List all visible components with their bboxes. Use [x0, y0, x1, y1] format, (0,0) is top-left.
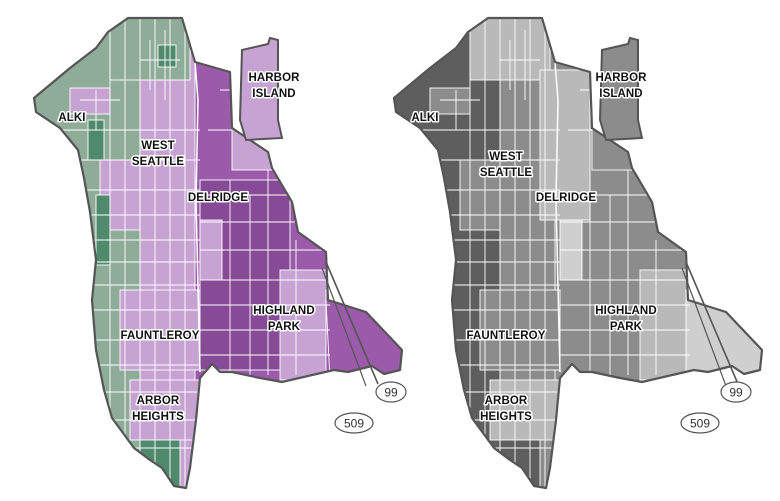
gray-south-dark: [499, 439, 541, 488]
gray-label-alki: ALKI: [411, 112, 438, 124]
delridge-west-divider: [194, 61, 201, 373]
gray-route-509-line: [681, 267, 727, 387]
gray-alki-block: [429, 87, 471, 115]
gray-west-seattle-outline: [392, 16, 764, 490]
label-alki: ALKI: [58, 112, 85, 124]
label-highland-park: HIGHLAND PARK: [253, 305, 315, 333]
label-west-seattle: WEST SEATTLE: [132, 140, 184, 168]
green-south-tip: [139, 439, 181, 488]
gray-label-highland-park: HIGHLAND PARK: [595, 305, 657, 333]
grayscale-choropleth-map: HARBOR ISLAND ALKI WEST SEATTLE DELRIDGE H…: [392, 16, 764, 490]
svg-text:509: 509: [690, 417, 710, 431]
fauntleroy-lilac-block: [119, 289, 201, 371]
gray-delridge-west-divider: [554, 61, 561, 373]
arbor-lilac-block: [129, 379, 201, 441]
gray-arbor-block: [489, 379, 561, 441]
label-fauntleroy: FAUNTLEROY: [121, 330, 200, 342]
alki-lilac-block: [69, 87, 111, 115]
gray-label-harbor-island: HARBOR ISLAND: [595, 72, 647, 100]
gray-route-509-shield: 509: [680, 412, 720, 434]
gray-label-delridge: DELRIDGE: [536, 192, 596, 204]
block-boundaries: [34, 18, 331, 488]
gray-west-light: [459, 159, 501, 231]
west-seattle-outline: [32, 16, 404, 490]
route-99-shield: 99: [375, 381, 407, 403]
gray-label-west-seattle: WEST SEATTLE: [480, 151, 532, 179]
svg-text:509: 509: [344, 417, 364, 431]
green-north-tip: [157, 44, 177, 68]
label-harbor-island: HARBOR ISLAND: [248, 72, 300, 100]
svg-text:99: 99: [384, 386, 398, 400]
gray-harbor-island-shape: [598, 36, 644, 142]
green-coast-2: [95, 194, 111, 266]
gray-west-zone: [394, 18, 501, 488]
gray-highland-light: [639, 269, 691, 381]
route-509-shield: 509: [334, 412, 374, 434]
west-green-zone: [34, 18, 141, 488]
gray-label-arbor-heights: ARBOR HEIGHTS: [480, 395, 532, 423]
gray-route-99-shield: 99: [720, 381, 752, 403]
color-choropleth-map: HARBOR ISLAND ALKI WEST SEATTLE DELRIDGE H…: [32, 16, 407, 490]
gray-label-fauntleroy: FAUNTLEROY: [467, 330, 546, 342]
harbor-island-shape: [238, 36, 284, 142]
label-delridge: DELRIDGE: [188, 192, 248, 204]
gray-fauntleroy-block: [479, 289, 561, 371]
gray-route-99-line: [685, 261, 739, 385]
route-509-line: [321, 267, 367, 387]
svg-text:99: 99: [729, 386, 743, 400]
label-arbor-heights: ARBOR HEIGHTS: [132, 395, 184, 423]
route-99-line: [325, 261, 379, 385]
gray-block-boundaries: [394, 18, 690, 488]
